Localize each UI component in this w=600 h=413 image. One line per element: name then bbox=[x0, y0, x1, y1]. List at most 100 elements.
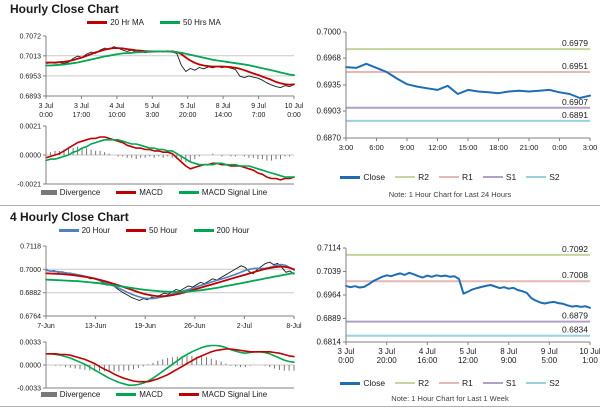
legend-item: 200 Hour bbox=[193, 226, 250, 235]
legend-label: R2 bbox=[418, 378, 429, 388]
svg-text:6:00: 6:00 bbox=[369, 143, 384, 152]
svg-text:5:00: 5:00 bbox=[542, 356, 558, 365]
svg-text:0.6870: 0.6870 bbox=[317, 134, 342, 143]
legend-swatch-icon bbox=[193, 229, 214, 232]
svg-text:0.6814: 0.6814 bbox=[317, 338, 342, 347]
legend-item: R1 bbox=[438, 378, 473, 388]
svg-text:0:00: 0:00 bbox=[287, 112, 301, 119]
legend-item: R2 bbox=[395, 172, 429, 182]
svg-text:14:00: 14:00 bbox=[214, 112, 232, 119]
svg-text:0.0000: 0.0000 bbox=[20, 153, 42, 160]
legend-swatch-icon bbox=[395, 381, 416, 385]
legend-item: 20 Hr MA bbox=[87, 18, 144, 27]
section-divider-top bbox=[0, 205, 600, 206]
svg-text:20:00: 20:00 bbox=[179, 112, 197, 119]
svg-text:1:00: 1:00 bbox=[582, 356, 598, 365]
legend-label: R2 bbox=[418, 172, 429, 182]
svg-text:18:00: 18:00 bbox=[489, 143, 508, 152]
svg-text:15:00: 15:00 bbox=[459, 143, 478, 152]
svg-text:3 Jul: 3 Jul bbox=[378, 347, 395, 356]
svg-text:0.6891: 0.6891 bbox=[562, 110, 588, 120]
svg-text:19-Jun: 19-Jun bbox=[134, 323, 156, 330]
four-hourly-price-chart: 0.7118 0.7000 0.6882 0.6764 7-Jun 13-Jun 19-Ju… bbox=[20, 244, 302, 331]
legend-swatch-icon bbox=[58, 229, 79, 232]
legend-swatch-icon bbox=[438, 175, 459, 179]
svg-text:0.7118: 0.7118 bbox=[20, 244, 41, 251]
hourly-price-chart: 0.7072 0.7013 0.6953 0.6893 3 Jul 0:00 3 Jul 17… bbox=[20, 34, 304, 120]
legend-swatch-icon bbox=[87, 21, 108, 24]
legend-label: Close bbox=[363, 378, 386, 388]
svg-text:5 Jul: 5 Jul bbox=[145, 103, 160, 110]
svg-text:26-Jun: 26-Jun bbox=[184, 323, 206, 330]
pivot-week-legend: Close R2 R1 S1 S2 bbox=[304, 378, 596, 388]
svg-text:8 Jul: 8 Jul bbox=[216, 103, 231, 110]
svg-text:12:00: 12:00 bbox=[458, 356, 479, 365]
legend-swatch-icon bbox=[116, 393, 137, 396]
svg-text:0.6968: 0.6968 bbox=[317, 54, 342, 63]
svg-text:16:00: 16:00 bbox=[417, 356, 438, 365]
pivot-week-note: Note: 1 Hour Chart for Last 1 Week bbox=[391, 394, 509, 403]
legend-swatch-icon bbox=[438, 381, 459, 385]
svg-text:0.6907: 0.6907 bbox=[562, 97, 588, 107]
legend-label: 50 Hour bbox=[149, 226, 178, 235]
legend-item: S1 bbox=[482, 172, 517, 182]
svg-text:0.0033: 0.0033 bbox=[20, 340, 42, 347]
svg-text:3:00: 3:00 bbox=[145, 112, 159, 119]
hourly-price-legend: 20 Hr MA 50 Hrs MA bbox=[8, 18, 300, 27]
svg-text:0.6935: 0.6935 bbox=[317, 81, 342, 90]
legend-swatch-icon bbox=[126, 229, 147, 232]
legend-item: MACD bbox=[116, 188, 163, 197]
legend-item: R2 bbox=[395, 378, 429, 388]
svg-text:3:00: 3:00 bbox=[583, 143, 598, 152]
legend-item: Divergence bbox=[40, 390, 100, 399]
svg-text:7-Jun: 7-Jun bbox=[37, 323, 55, 330]
legend-label: S2 bbox=[549, 378, 560, 388]
svg-text:0.7092: 0.7092 bbox=[562, 244, 588, 254]
svg-text:0.6903: 0.6903 bbox=[317, 107, 342, 116]
svg-text:4 Jul: 4 Jul bbox=[110, 103, 125, 110]
svg-text:0:00: 0:00 bbox=[39, 112, 53, 119]
svg-text:0.6889: 0.6889 bbox=[317, 314, 342, 323]
legend-label: 200 Hour bbox=[216, 226, 250, 235]
svg-text:0.0021: 0.0021 bbox=[20, 124, 42, 131]
svg-text:0.6893: 0.6893 bbox=[20, 94, 42, 101]
legend-item: S2 bbox=[526, 378, 560, 388]
svg-text:8 Jul: 8 Jul bbox=[500, 347, 517, 356]
legend-label: S2 bbox=[549, 172, 560, 182]
svg-text:-0.0033: -0.0033 bbox=[17, 386, 41, 393]
legend-label: MACD Signal Line bbox=[201, 188, 268, 197]
svg-text:12:00: 12:00 bbox=[428, 143, 447, 152]
svg-text:0.6834: 0.6834 bbox=[562, 325, 588, 335]
legend-swatch-icon bbox=[340, 381, 361, 385]
svg-text:3 Jul: 3 Jul bbox=[338, 347, 355, 356]
svg-text:13-Jun: 13-Jun bbox=[85, 323, 107, 330]
legend-item: S1 bbox=[482, 378, 517, 388]
svg-text:0.6953: 0.6953 bbox=[20, 73, 42, 80]
legend-swatch-icon bbox=[116, 191, 137, 194]
legend-item: 20 Hour bbox=[58, 226, 110, 235]
legend-label: S1 bbox=[505, 378, 517, 388]
svg-text:0.6882: 0.6882 bbox=[20, 290, 42, 297]
legend-swatch-icon bbox=[160, 21, 180, 24]
svg-text:7:00: 7:00 bbox=[252, 112, 266, 119]
legend-label: S1 bbox=[505, 172, 517, 182]
legend-item: MACD bbox=[116, 390, 163, 399]
svg-text:10 Jul: 10 Jul bbox=[579, 347, 600, 356]
hourly-macd-legend: Divergence MACD MACD Signal Line bbox=[8, 188, 300, 197]
legend-item: S2 bbox=[526, 172, 560, 182]
legend-swatch-icon bbox=[178, 393, 199, 396]
svg-text:0:00: 0:00 bbox=[338, 356, 354, 365]
legend-swatch-icon bbox=[395, 175, 416, 179]
hourly-macd-chart: 0.0021 0.0000 -0.0021 bbox=[17, 124, 295, 189]
svg-text:0.0000: 0.0000 bbox=[20, 363, 42, 370]
svg-text:0.7039: 0.7039 bbox=[317, 267, 342, 276]
svg-text:3:00: 3:00 bbox=[339, 143, 354, 152]
legend-swatch-icon bbox=[526, 175, 547, 179]
four-hourly-chart-title: 4 Hourly Close Chart bbox=[10, 210, 129, 224]
svg-text:0.6979: 0.6979 bbox=[562, 38, 588, 48]
svg-text:9 Jul: 9 Jul bbox=[251, 103, 266, 110]
svg-text:4 Jul: 4 Jul bbox=[419, 347, 436, 356]
legend-label: 20 Hr MA bbox=[110, 18, 144, 27]
svg-text:9:00: 9:00 bbox=[400, 143, 415, 152]
